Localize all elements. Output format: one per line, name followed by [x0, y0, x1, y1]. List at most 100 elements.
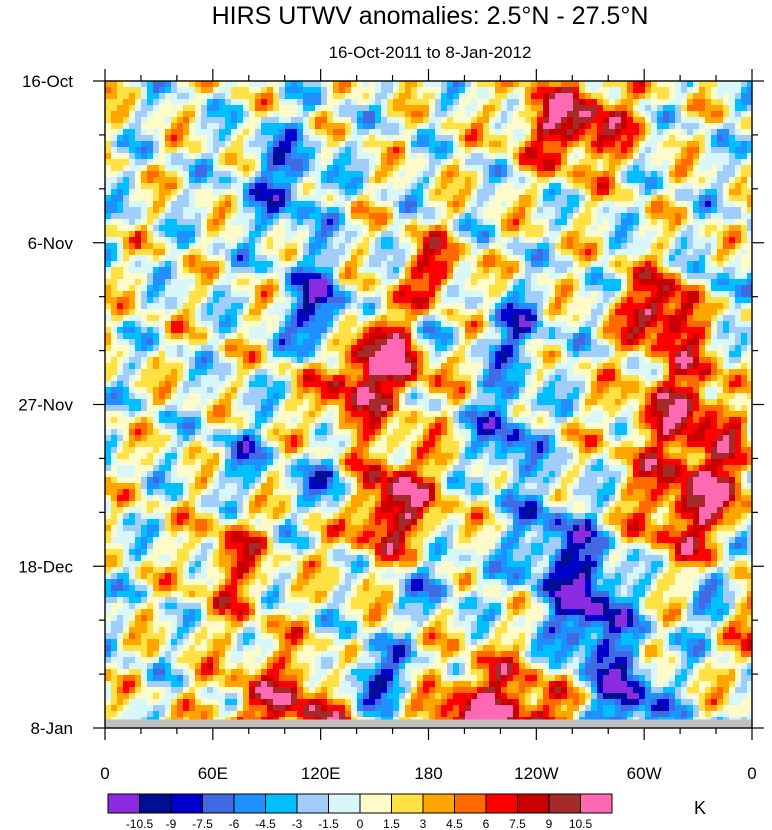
heatmap-cell	[459, 177, 466, 184]
heatmap-cell	[351, 339, 358, 346]
heatmap-cell	[375, 225, 382, 232]
heatmap-cell	[735, 195, 742, 202]
heatmap-cell	[345, 111, 352, 118]
heatmap-cell	[441, 99, 448, 106]
heatmap-cell	[675, 303, 682, 310]
heatmap-cell	[315, 171, 322, 178]
heatmap-cell	[387, 129, 394, 136]
heatmap-cell	[741, 315, 748, 322]
heatmap-cell	[507, 183, 514, 190]
heatmap-cell	[297, 201, 304, 208]
heatmap-cell	[525, 315, 532, 322]
heatmap-cell	[123, 357, 130, 364]
heatmap-cell	[399, 123, 406, 130]
heatmap-cell	[285, 207, 292, 214]
heatmap-cell	[615, 207, 622, 214]
heatmap-cell	[729, 207, 736, 214]
heatmap-cell	[735, 225, 742, 232]
heatmap-cell	[183, 189, 190, 196]
heatmap-cell	[729, 255, 736, 262]
heatmap-cell	[363, 303, 370, 310]
heatmap-cell	[723, 225, 730, 232]
heatmap-cell	[219, 213, 226, 220]
heatmap-cell	[489, 279, 496, 286]
heatmap-cell	[567, 87, 574, 94]
heatmap-cell	[159, 165, 166, 172]
heatmap-cell	[237, 351, 244, 358]
heatmap-cell	[705, 255, 712, 262]
heatmap-cell	[129, 147, 136, 154]
heatmap-cell	[363, 309, 370, 316]
heatmap-cell	[165, 225, 172, 232]
heatmap-cell	[399, 225, 406, 232]
heatmap-cell	[135, 189, 142, 196]
heatmap-cell	[399, 345, 406, 352]
heatmap-cell	[483, 303, 490, 310]
heatmap-cell	[315, 81, 322, 88]
heatmap-cell	[465, 171, 472, 178]
heatmap-cell	[669, 303, 676, 310]
heatmap-cell	[711, 267, 718, 274]
heatmap-cell	[213, 225, 220, 232]
heatmap-cell	[111, 339, 118, 346]
heatmap-cell	[693, 81, 700, 88]
heatmap-cell	[735, 273, 742, 280]
heatmap-cell	[447, 333, 454, 340]
heatmap-cell	[333, 189, 340, 196]
heatmap-cell	[441, 105, 448, 112]
heatmap-cell	[747, 249, 752, 256]
heatmap-cell	[723, 159, 730, 166]
heatmap-cell	[201, 153, 208, 160]
heatmap-cell	[333, 93, 340, 100]
heatmap-cell	[195, 225, 202, 232]
heatmap-cell	[369, 207, 376, 214]
heatmap-cell	[207, 87, 214, 94]
heatmap-cell	[159, 315, 166, 322]
heatmap-cell	[111, 123, 118, 130]
heatmap-cell	[579, 285, 586, 292]
heatmap-cell	[657, 255, 664, 262]
heatmap-cell	[249, 237, 256, 244]
heatmap-cell	[609, 321, 616, 328]
heatmap-cell	[225, 165, 232, 172]
heatmap-cell	[669, 93, 676, 100]
heatmap-cell	[657, 261, 664, 268]
heatmap-cell	[621, 219, 628, 226]
heatmap-cell	[327, 207, 334, 214]
heatmap-cell	[507, 147, 514, 154]
heatmap-cell	[735, 141, 742, 148]
heatmap-cell	[297, 105, 304, 112]
heatmap-cell	[141, 81, 148, 88]
heatmap-cell	[255, 153, 262, 160]
heatmap-cell	[123, 141, 130, 148]
heatmap-cell	[453, 129, 460, 136]
heatmap-cell	[639, 135, 646, 142]
heatmap-cell	[441, 153, 448, 160]
heatmap-cell	[285, 237, 292, 244]
heatmap-cell	[153, 261, 160, 268]
heatmap-cell	[687, 297, 694, 304]
heatmap-cell	[471, 123, 478, 130]
heatmap-cell	[483, 159, 490, 166]
heatmap-cell	[699, 255, 706, 262]
heatmap-cell	[453, 171, 460, 178]
heatmap-cell	[435, 339, 442, 346]
heatmap-cell	[219, 135, 226, 142]
heatmap-cell	[207, 321, 214, 328]
heatmap-cell	[189, 357, 196, 364]
heatmap-cell	[495, 249, 502, 256]
heatmap-cell	[669, 309, 676, 316]
heatmap-cell	[129, 153, 136, 160]
heatmap-cell	[303, 81, 310, 88]
heatmap-cell	[177, 255, 184, 262]
heatmap-cell	[171, 105, 178, 112]
heatmap-cell	[429, 219, 436, 226]
heatmap-cell	[633, 87, 640, 94]
heatmap-cell	[687, 225, 694, 232]
heatmap-cell	[117, 171, 124, 178]
heatmap-cell	[225, 339, 232, 346]
heatmap-cell	[585, 237, 592, 244]
heatmap-cell	[285, 189, 292, 196]
heatmap-cell	[645, 327, 652, 334]
heatmap-cell	[513, 321, 520, 328]
